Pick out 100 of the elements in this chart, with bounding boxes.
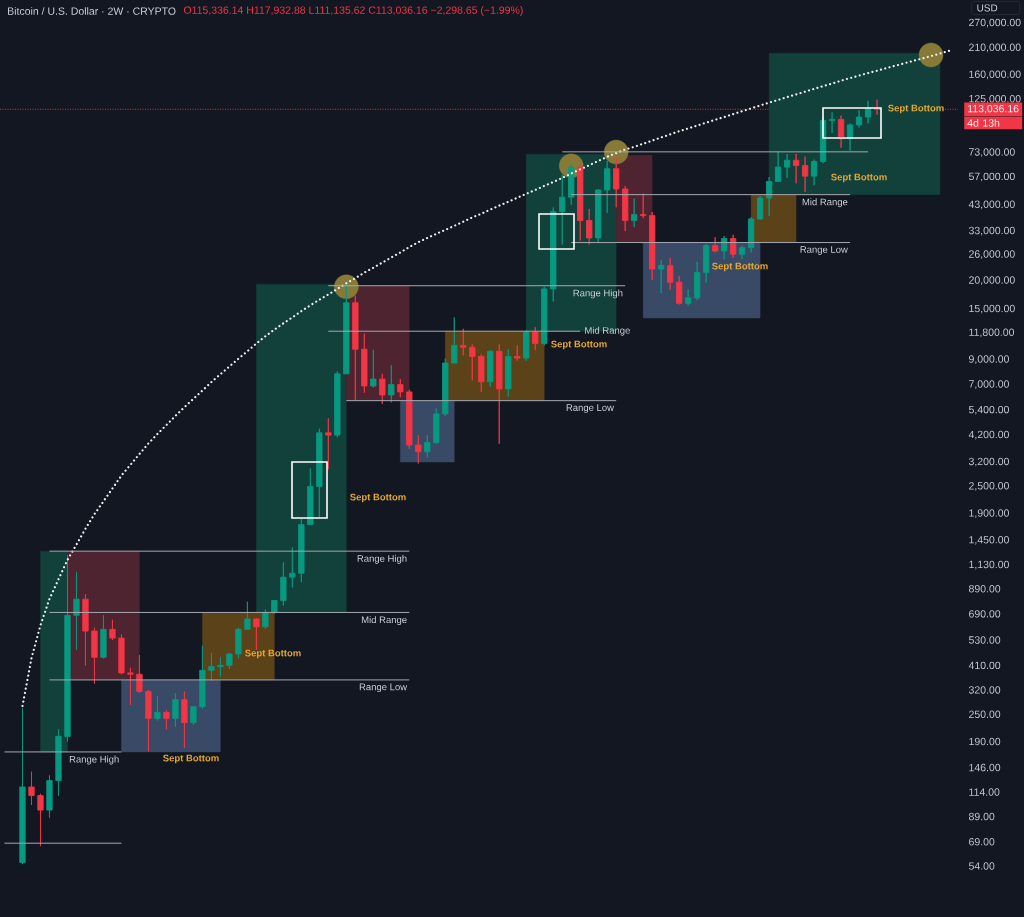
candlestick [631, 198, 638, 228]
candlestick [361, 333, 368, 394]
candlestick [316, 428, 323, 518]
candlestick [702, 243, 710, 284]
candlestick [37, 793, 44, 847]
candlestick [370, 349, 377, 388]
annotation: Sept Bottom [831, 173, 887, 183]
annotation: Sept Bottom [245, 649, 301, 659]
candlestick [720, 235, 728, 260]
candlestick [28, 771, 35, 806]
candlestick [172, 692, 179, 728]
candlestick [523, 329, 530, 362]
candlestick [855, 109, 863, 128]
candlestick [586, 208, 593, 246]
y-tick-label: 146.00 [969, 763, 1001, 772]
candlestick [379, 373, 386, 405]
candlestick [658, 259, 665, 294]
candlestick [424, 434, 431, 458]
candlestick [199, 645, 206, 710]
candlestick [343, 281, 350, 375]
y-tick-label: 9,000.00 [969, 355, 1009, 365]
candlestick [208, 652, 215, 682]
y-tick-label: 320.00 [968, 686, 1001, 694]
y-tick-label: 1,450.00 [969, 536, 1009, 545]
y-tick-label: 5,400.00 [968, 405, 1009, 415]
candlestick [109, 619, 116, 641]
candlestick [469, 343, 476, 381]
candlestick [810, 159, 818, 186]
y-tick-label: 1,900.00 [969, 509, 1009, 518]
y-tick-label: 3,200.00 [968, 457, 1009, 467]
candlestick [307, 467, 314, 526]
candlestick [145, 689, 152, 752]
y-tick-label: 160,000.00 [969, 70, 1021, 80]
y-tick-label: 89.00 [968, 812, 995, 821]
y-tick-label: 54.00 [968, 862, 995, 870]
y-axis-title: USD [977, 4, 998, 12]
candlestick [783, 153, 791, 179]
annotation: Sept Bottom [712, 262, 768, 272]
candlestick [496, 343, 503, 445]
y-tick-label: 43,000.00 [968, 200, 1015, 210]
candlestick [154, 695, 161, 721]
y-tick-label: 26,000.00 [969, 250, 1015, 260]
point [918, 42, 944, 68]
candlestick [532, 326, 539, 351]
series-label: Mid Range [585, 326, 630, 336]
text: 4d 13h [967, 118, 1000, 127]
candlestick [82, 593, 89, 666]
annotation: Sept Bottom [888, 104, 944, 114]
candlestick [397, 378, 404, 398]
series-label: Mid Range [802, 198, 848, 208]
candlestick [738, 245, 746, 260]
candlestick [91, 627, 98, 685]
candlestick [792, 153, 800, 184]
candlestick [864, 100, 872, 124]
candlestick [667, 257, 674, 291]
candlestick [460, 328, 467, 356]
y-tick-label: 690.00 [969, 610, 1001, 618]
series-label: Range High [573, 289, 623, 299]
y-tick-label: 410.00 [968, 661, 1001, 670]
candlestick [765, 176, 773, 217]
candlestick [451, 316, 458, 364]
candlestick [289, 546, 296, 589]
candlestick [118, 634, 125, 675]
candlestick [649, 211, 656, 281]
y-tick-label: 530.00 [968, 636, 1001, 644]
candlestick [46, 774, 53, 819]
y-tick-label: 15,000.00 [969, 304, 1015, 314]
y-tick-label: 114.00 [969, 788, 1000, 796]
candlestick [604, 160, 611, 214]
candlestick [19, 707, 26, 865]
chart-subtitle: O115,336.14 H117,932.88 L111,135.62 C113,036.16 −2,298.65 (−1.99%) [183, 6, 523, 16]
series-label: Range Low [566, 404, 614, 413]
candlestick [676, 275, 683, 306]
candlestick [352, 295, 359, 401]
candlestick [334, 370, 341, 438]
candlestick [298, 518, 305, 583]
candlestick [163, 710, 170, 730]
series-label: Range Low [800, 246, 848, 255]
candlestick [190, 706, 197, 726]
y-tick-label: 11,800.00 [969, 328, 1015, 338]
series-label: Mid Range [361, 616, 407, 625]
candlestick [550, 207, 557, 302]
candlestick [541, 286, 548, 346]
candlestick [388, 364, 395, 403]
candlestick [756, 195, 764, 221]
y-tick-label: 2,500.00 [969, 482, 1009, 491]
y-tick-label: 73,000.00 [969, 148, 1015, 157]
candlestick [568, 163, 575, 206]
annotation: Sept Bottom [350, 493, 406, 503]
candlestick [747, 216, 755, 253]
candlestick [127, 667, 134, 706]
candlestick [694, 261, 701, 301]
y-tick-label: 210,000.00 [969, 43, 1021, 53]
candlestick [505, 348, 512, 398]
candlestick [514, 344, 521, 362]
candlestick [613, 157, 620, 208]
ref-line-label: 113,036.16 [968, 104, 1019, 114]
candlestick [55, 728, 62, 797]
candlestick [325, 417, 332, 470]
candlestick [559, 174, 566, 246]
